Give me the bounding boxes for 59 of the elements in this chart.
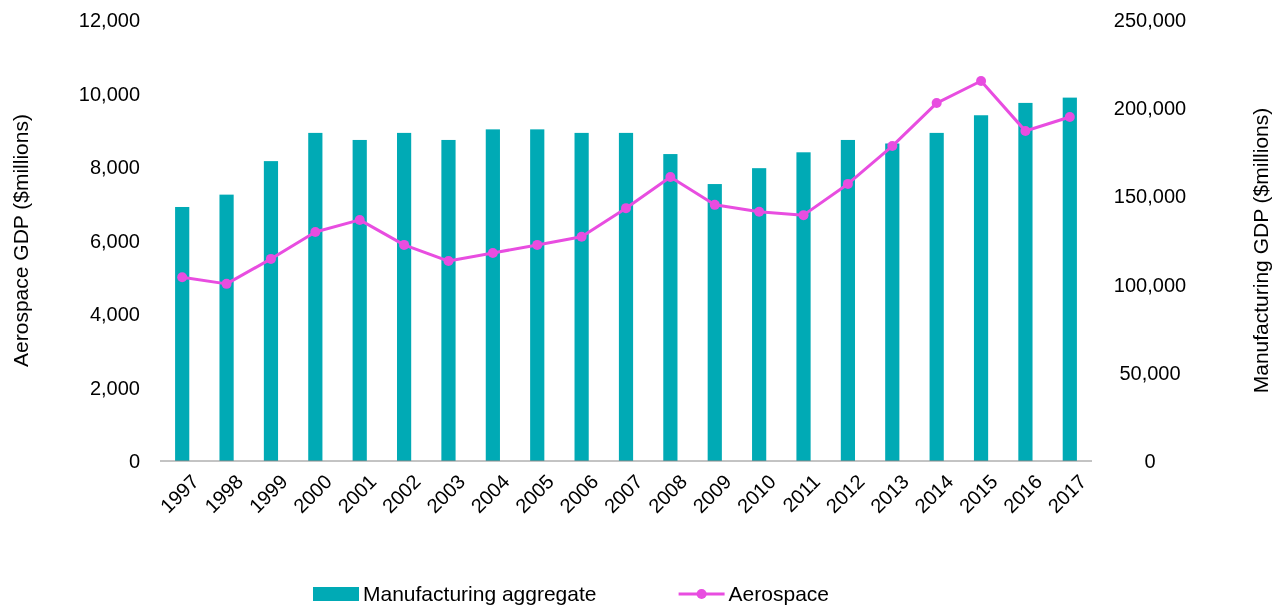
bar <box>929 132 944 461</box>
y-tick-label: 10,000 <box>78 82 140 105</box>
bar <box>485 129 500 461</box>
point <box>177 272 188 283</box>
point <box>487 248 498 258</box>
bar <box>263 161 279 461</box>
y-tick-label: 12,000 <box>78 9 140 31</box>
y2-tick-label: 50,000 <box>1119 361 1181 384</box>
point <box>842 178 853 189</box>
point <box>1064 112 1075 123</box>
bar <box>840 139 856 461</box>
point <box>265 253 276 264</box>
point <box>1020 125 1031 136</box>
point <box>621 203 631 214</box>
y2-tick-label: 200,000 <box>1113 97 1187 120</box>
bar <box>530 129 545 461</box>
point <box>221 278 232 289</box>
bar <box>396 132 412 461</box>
point <box>754 206 765 217</box>
y-tick-label: 8,000 <box>89 156 140 178</box>
point <box>931 98 942 109</box>
bar <box>308 132 323 461</box>
bar <box>618 132 634 461</box>
point <box>310 227 321 238</box>
legend-label: Aerospace <box>728 582 830 606</box>
point <box>532 239 543 250</box>
bar <box>885 143 900 461</box>
bar <box>352 139 367 461</box>
point <box>887 141 898 152</box>
bar <box>973 115 989 461</box>
bar <box>707 184 722 461</box>
bar <box>752 168 767 461</box>
bar <box>663 154 678 461</box>
y2-tick-label: 150,000 <box>1113 185 1187 208</box>
y2-tick-label: 0 <box>1144 450 1156 472</box>
bar <box>219 194 234 461</box>
point <box>354 214 365 225</box>
legend-label: Manufacturing aggregate <box>363 582 597 606</box>
bar <box>796 152 811 461</box>
point <box>976 76 987 87</box>
y2-axis-title: Manufacturing GDP ($millions) <box>1249 107 1272 394</box>
bar <box>574 132 589 461</box>
bar <box>175 206 190 461</box>
point <box>665 171 676 182</box>
y-tick-label: 0 <box>128 450 140 472</box>
point <box>576 231 587 242</box>
y2-tick-label: 100,000 <box>1113 273 1187 296</box>
y-tick-label: 2,000 <box>89 376 140 399</box>
point <box>798 210 809 221</box>
bar <box>1018 102 1033 461</box>
point <box>709 199 720 210</box>
y-tick-label: 4,000 <box>89 303 140 325</box>
bar <box>441 139 456 461</box>
point <box>443 256 454 267</box>
bar <box>1062 97 1077 461</box>
y2-tick-label: 250,000 <box>1113 9 1187 31</box>
point <box>399 239 410 250</box>
y-tick-label: 6,000 <box>89 229 140 252</box>
y-axis-title: Aerospace GDP ($millions) <box>9 114 32 367</box>
